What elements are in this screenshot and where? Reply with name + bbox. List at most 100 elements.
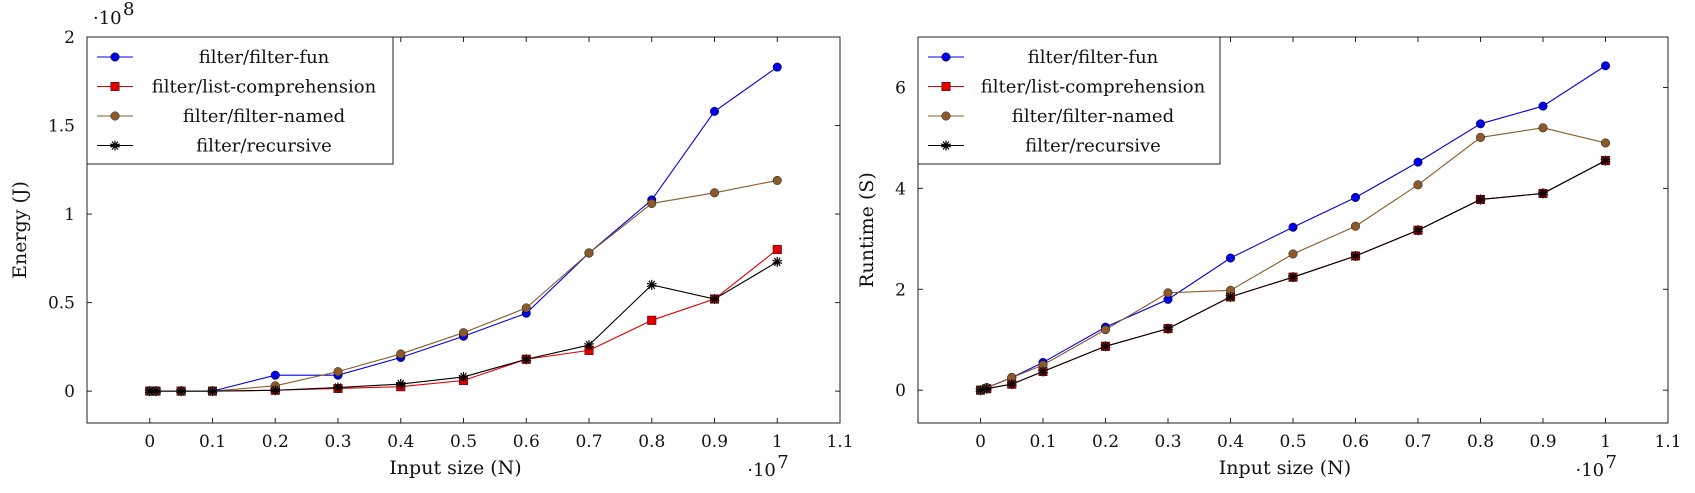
x-tick-label: 0.7 [1404,432,1431,452]
data-point [151,386,161,397]
data-point [1475,132,1485,142]
x-axis-multiplier-exponent: 7 [777,452,788,473]
y-tick-label: 6 [895,78,906,98]
data-point [710,188,720,198]
y-tick-label: 1 [64,205,75,225]
data-point [521,303,531,313]
data-point [772,256,783,267]
y-tick-label: 0 [895,381,906,401]
x-tick-label: 0.4 [387,432,414,452]
x-tick-label: 0.7 [575,432,602,452]
data-point [772,175,782,185]
data-point [1600,155,1611,166]
legend-marker [941,81,951,91]
runtime-chart: 0 0.1 0.2 0.3 0.4 0.5 0.6 0.7 0.8 0.9 1 1.1 0 2 4 6 Inpu… [856,36,1682,481]
x-tick-label: 0.2 [1092,432,1119,452]
x-tick-label: 0.3 [1154,432,1181,452]
energy-chart: 0 0.1 0.2 0.3 0.4 0.5 0.6 0.7 0.8 0.9 1 1.1 0 0.5 1 1.5… [9,0,854,481]
y-tick-label: 1.5 [48,117,75,137]
legend-marker [110,111,120,121]
data-point [1475,119,1485,129]
legend-label: filter/recursive [196,136,332,157]
data-point [1413,225,1423,236]
data-point [1288,272,1298,283]
x-tick-label: 0.9 [701,432,728,452]
data-point [709,294,720,305]
data-point [1350,250,1361,261]
x-tick-label: 0.6 [513,432,540,452]
data-point [1163,323,1173,334]
y-tick-label: 0.5 [48,294,75,314]
data-point [395,379,406,390]
x-tick-label: 0.2 [262,432,289,452]
x-tick-label: 0.1 [199,432,226,452]
y-axis-multiplier: ·10 [93,8,122,29]
y-tick-label: 4 [895,179,906,199]
x-tick-label: 0.6 [1342,432,1369,452]
x-axis-label: Input size (N) [389,457,521,479]
legend-label: filter/list-comprehension [152,77,377,98]
data-point [710,106,720,116]
y-axis-label: Runtime (S) [856,172,878,288]
x-tick-label: 0 [975,432,986,452]
data-point [1350,221,1360,231]
data-point [1413,180,1423,190]
legend-box [86,36,394,165]
legend: filter/filter-fun filter/list-comprehensi… [86,36,394,165]
x-tick-label: 0 [144,432,155,452]
data-point [521,354,532,365]
legend-marker [110,140,120,151]
legend-marker [941,111,951,121]
x-tick-label: 0.1 [1029,432,1056,452]
data-point [1100,341,1111,352]
legend-box [917,36,1221,165]
data-point [1225,291,1236,302]
legend-label: filter/list-comprehension [981,77,1206,98]
x-tick-label: 0.8 [638,432,665,452]
x-tick-label: 1.1 [1654,432,1681,452]
y-axis-label: Energy (J) [9,181,31,279]
data-point [1288,249,1298,259]
legend-label: filter/recursive [1025,136,1161,157]
x-tick-label: 0.5 [450,432,477,452]
x-axis-label: Input size (N) [1219,457,1351,479]
data-point [333,367,343,377]
legend-marker [941,52,951,62]
data-point [584,248,594,258]
data-point [1538,123,1548,133]
data-point [1538,101,1548,111]
data-point [1600,138,1610,148]
y-tick-label: 2 [64,28,75,48]
legend-marker [941,140,951,151]
x-axis-multiplier-exponent: 7 [1606,452,1617,473]
x-tick-label: 1 [772,432,783,452]
y-tick-label: 2 [895,280,906,300]
y-axis-multiplier-exponent: 8 [123,0,134,20]
data-point [1350,192,1360,202]
data-point [584,340,594,351]
data-point [207,386,218,397]
legend-marker [110,81,120,91]
x-tick-label: 1.1 [826,432,853,452]
data-point [772,62,782,72]
series-line-3 [149,179,778,392]
data-point [396,349,406,359]
legend-label: filter/filter-named [183,106,345,127]
x-axis-multiplier: ·10 [1576,460,1605,481]
data-point [981,383,992,394]
data-point [646,279,657,290]
data-point [1100,325,1110,335]
data-point [1600,61,1610,71]
x-tick-label: 1 [1600,432,1611,452]
y-tick-label: 0 [64,382,75,402]
x-tick-label: 0.3 [324,432,351,452]
data-point [1006,379,1017,390]
x-axis-multiplier: ·10 [747,460,776,481]
legend-label: filter/filter-named [1012,106,1174,127]
data-point [270,370,280,380]
data-point [459,328,469,338]
x-tick-label: 0.4 [1217,432,1244,452]
data-point [1163,288,1173,298]
data-point [772,244,782,254]
